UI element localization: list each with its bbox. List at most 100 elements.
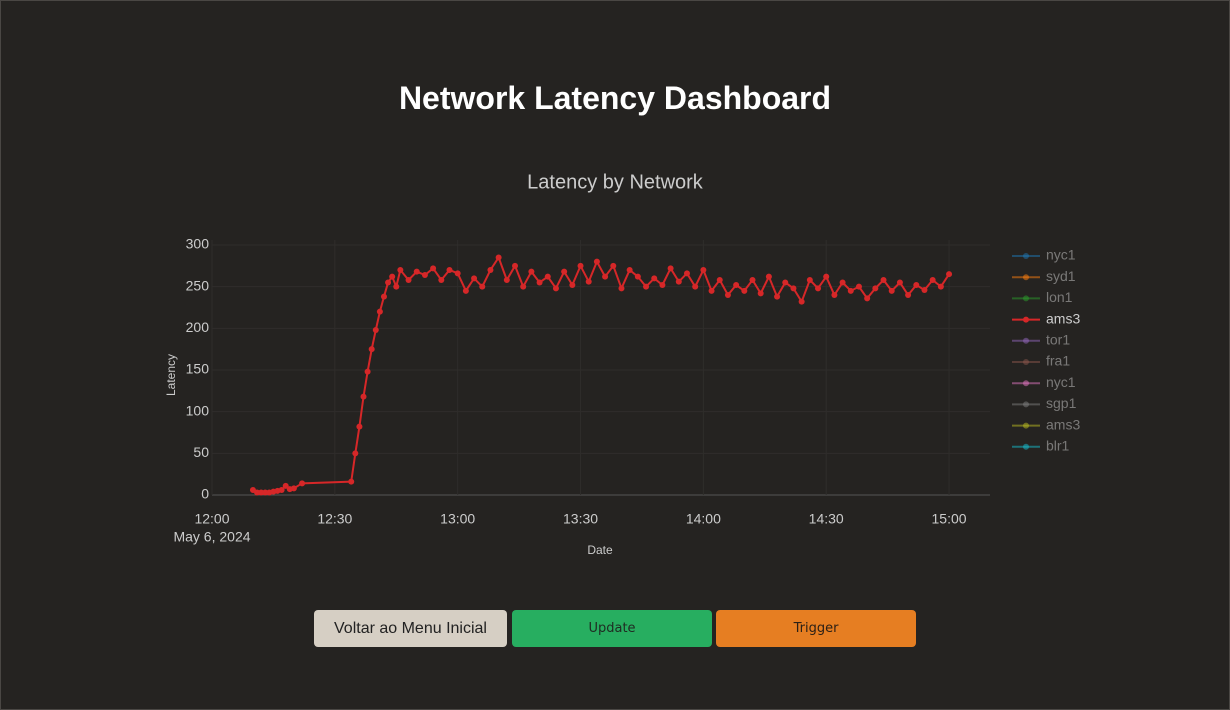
series-marker bbox=[733, 282, 740, 288]
y-axis-title: Latency bbox=[164, 354, 178, 396]
series-marker bbox=[839, 279, 846, 286]
legend-marker bbox=[1023, 316, 1029, 323]
y-tick-label: 50 bbox=[193, 444, 209, 460]
series-marker bbox=[405, 277, 412, 283]
legend-marker bbox=[1023, 380, 1029, 387]
series-marker bbox=[765, 273, 772, 280]
trigger-button[interactable]: Trigger bbox=[716, 610, 916, 647]
series-marker bbox=[741, 287, 748, 294]
series-marker bbox=[495, 254, 502, 261]
series-marker bbox=[675, 278, 682, 285]
series-marker bbox=[368, 346, 375, 353]
series-marker bbox=[462, 287, 469, 294]
series-marker bbox=[430, 265, 437, 272]
x-tick-label: 15:00 bbox=[932, 511, 967, 527]
series-marker bbox=[618, 285, 625, 292]
series-marker bbox=[585, 278, 592, 285]
legend-label: ams3 bbox=[1046, 416, 1080, 432]
series-marker bbox=[880, 277, 887, 283]
series-marker bbox=[643, 283, 650, 290]
series-marker bbox=[921, 287, 928, 293]
series-marker bbox=[348, 478, 355, 485]
legend-marker bbox=[1023, 443, 1029, 450]
series-line bbox=[252, 255, 950, 494]
x-tick-label: 12:30 bbox=[317, 511, 352, 527]
series-marker bbox=[774, 293, 781, 300]
series-marker bbox=[360, 393, 367, 400]
series-marker bbox=[372, 327, 379, 333]
x-tick-label: 12:00 bbox=[194, 511, 229, 527]
legend-marker bbox=[1023, 337, 1029, 344]
y-tick-label: 100 bbox=[186, 402, 210, 418]
series-marker bbox=[299, 480, 306, 487]
y-tick-label: 0 bbox=[201, 486, 209, 502]
series-marker bbox=[503, 277, 510, 283]
series-marker bbox=[790, 285, 797, 292]
series-marker bbox=[421, 272, 428, 278]
series-marker bbox=[520, 283, 527, 290]
legend-label: ams3 bbox=[1046, 310, 1080, 326]
series-marker bbox=[561, 268, 568, 275]
series-marker bbox=[512, 262, 519, 269]
series-marker bbox=[798, 298, 805, 305]
series-marker bbox=[364, 368, 371, 375]
legend-marker bbox=[1023, 295, 1029, 302]
series-marker bbox=[487, 267, 494, 273]
series-marker bbox=[380, 293, 387, 300]
update-button[interactable]: Update bbox=[512, 610, 712, 647]
series-marker bbox=[438, 277, 445, 283]
legend-label: blr1 bbox=[1046, 438, 1070, 454]
series-marker bbox=[815, 285, 822, 292]
x-tick-label: 14:30 bbox=[809, 511, 844, 527]
legend-marker bbox=[1023, 422, 1029, 429]
x-tick-label: 14:00 bbox=[686, 511, 721, 527]
x-tick-label: 13:00 bbox=[440, 511, 475, 527]
series-marker bbox=[397, 267, 404, 273]
series-marker bbox=[896, 279, 903, 286]
series-marker bbox=[692, 283, 699, 290]
series-marker bbox=[831, 292, 838, 298]
series-marker bbox=[708, 287, 715, 294]
series-marker bbox=[528, 268, 535, 275]
x-tick-label: 13:30 bbox=[563, 511, 598, 527]
series-marker bbox=[577, 262, 584, 269]
legend-label: tor1 bbox=[1046, 332, 1070, 348]
series-marker bbox=[683, 270, 690, 277]
series-marker bbox=[667, 265, 674, 272]
series-marker bbox=[855, 283, 862, 290]
series-marker bbox=[946, 271, 953, 278]
series-marker bbox=[905, 292, 912, 298]
series-marker bbox=[716, 277, 723, 283]
series-marker bbox=[651, 275, 658, 282]
legend-marker bbox=[1023, 401, 1029, 408]
legend-label: nyc1 bbox=[1046, 247, 1076, 263]
series-marker bbox=[823, 273, 830, 280]
series-marker bbox=[610, 262, 617, 269]
series-marker bbox=[864, 295, 871, 302]
legend-marker bbox=[1023, 274, 1029, 281]
series-marker bbox=[569, 282, 576, 288]
x-axis-title: Date bbox=[587, 543, 613, 557]
series-marker bbox=[376, 308, 383, 315]
series-marker bbox=[278, 487, 285, 493]
legend-label: lon1 bbox=[1046, 289, 1073, 305]
series-marker bbox=[593, 258, 600, 265]
series-marker bbox=[626, 267, 633, 273]
legend-label: sgp1 bbox=[1046, 395, 1077, 411]
series-marker bbox=[393, 283, 400, 290]
legend-marker bbox=[1023, 253, 1029, 259]
series-marker bbox=[724, 292, 731, 298]
series-marker bbox=[290, 485, 297, 492]
series-marker bbox=[806, 277, 813, 283]
series-marker bbox=[700, 267, 707, 273]
legend-label: nyc1 bbox=[1046, 374, 1076, 390]
back-button[interactable]: Voltar ao Menu Inicial bbox=[314, 610, 507, 647]
series-marker bbox=[471, 275, 478, 282]
series-marker bbox=[634, 273, 641, 280]
series-marker bbox=[872, 285, 879, 292]
series-marker bbox=[782, 279, 789, 286]
series-marker bbox=[913, 282, 920, 288]
legend-label: syd1 bbox=[1046, 268, 1076, 284]
series-marker bbox=[929, 277, 936, 283]
